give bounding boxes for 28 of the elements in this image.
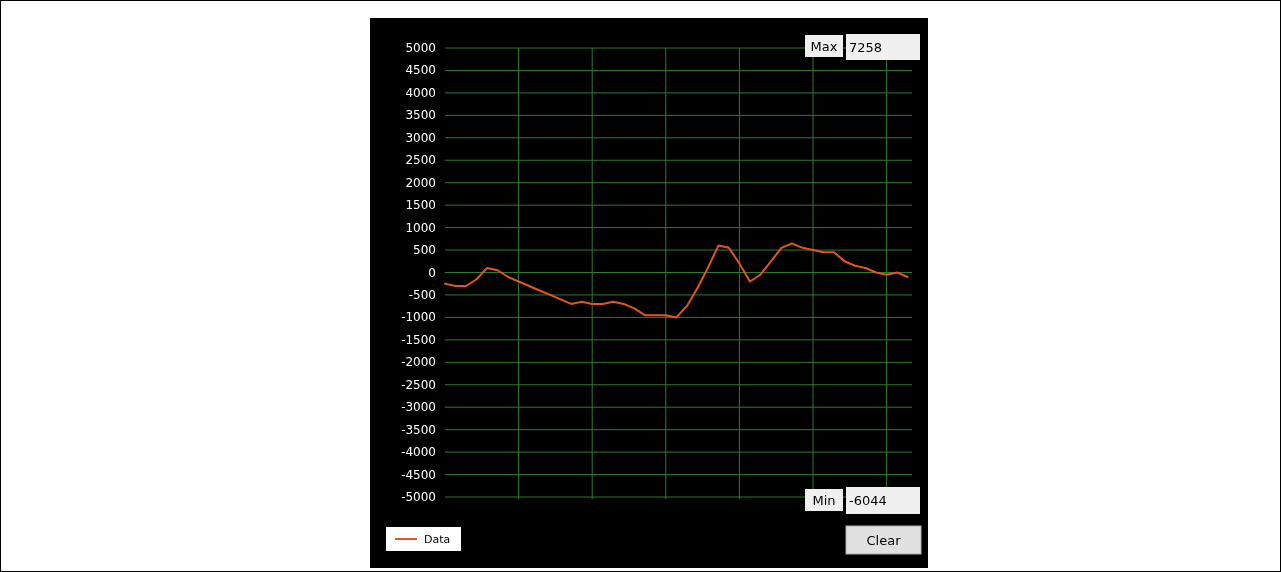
y-tick-label: 4500 [405, 63, 436, 78]
y-tick-label: 500 [413, 243, 436, 258]
y-tick-label: 5000 [405, 41, 436, 55]
y-tick-label: 3000 [405, 130, 436, 145]
y-tick-label: 1500 [405, 198, 436, 213]
y-tick-label: -5000 [401, 490, 436, 504]
y-tick-label: 1000 [405, 220, 436, 235]
text: Clear [866, 532, 902, 548]
y-tick-label: 0 [428, 265, 436, 280]
y-tick-label: -500 [408, 287, 436, 302]
y-tick-label: -3000 [401, 400, 436, 415]
y-tick-label: 2500 [405, 153, 436, 168]
y-tick-label: -4500 [401, 467, 436, 482]
annotation: 7258 [849, 39, 883, 55]
line-series [444, 242, 909, 319]
y-tick-label: -2500 [401, 377, 436, 392]
annotation: -6044 [849, 493, 887, 508]
y-tick-label: -2000 [401, 355, 436, 370]
annotation: Min [812, 492, 836, 508]
y-tick-label: 3500 [405, 108, 436, 123]
y-tick-label: 4000 [405, 85, 436, 100]
y-tick-label: 2000 [405, 175, 436, 190]
y-tick-label: -1500 [401, 332, 436, 347]
annotation: Max [810, 38, 838, 54]
y-tick-label: -1000 [401, 310, 436, 325]
y-tick-label: -3500 [401, 422, 436, 437]
y-tick-label: -4000 [401, 445, 436, 460]
legend-label: Data [424, 532, 451, 546]
